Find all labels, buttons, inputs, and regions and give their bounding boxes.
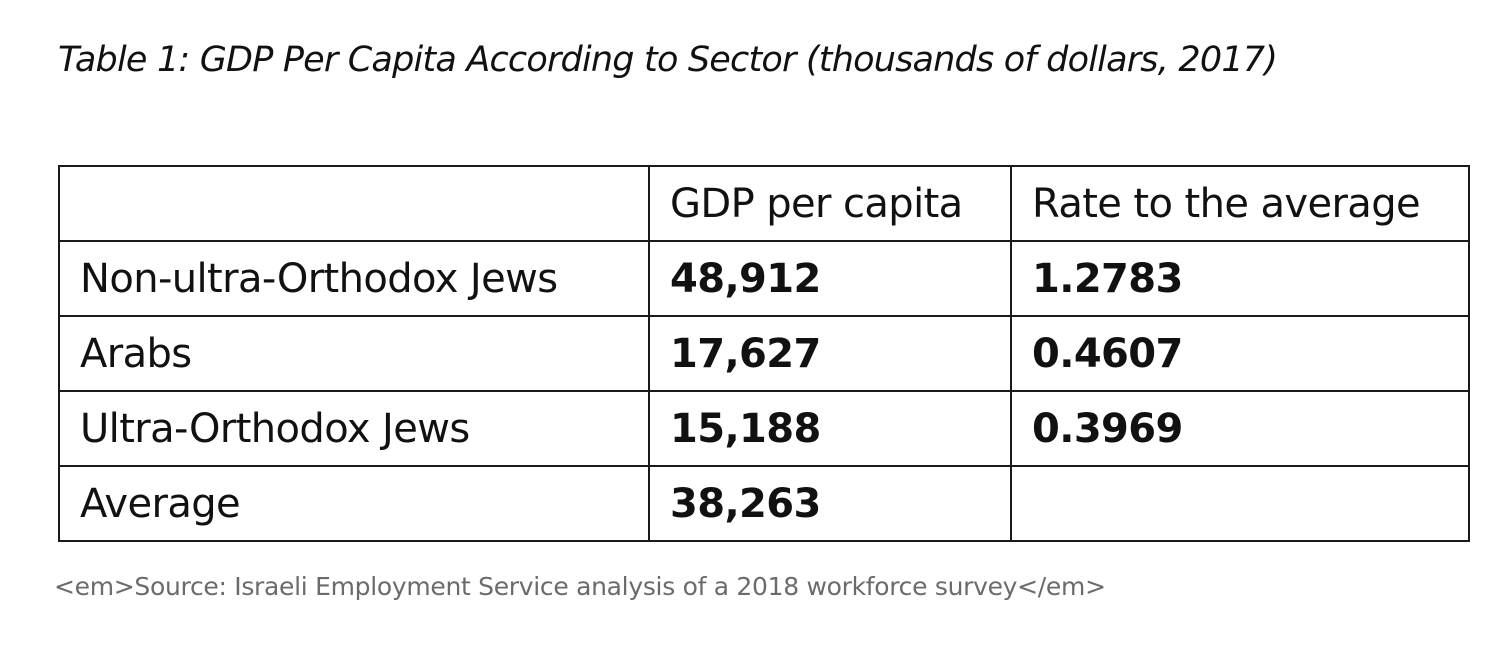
table-row: Average 38,263: [58, 465, 1470, 542]
table-row: Arabs 17,627 0.4607: [58, 315, 1470, 392]
sector-cell: Non-ultra-Orthodox Jews: [58, 240, 650, 317]
header-cell-sector: [58, 165, 650, 242]
header-cell-gdp: GDP per capita: [648, 165, 1012, 242]
source-note: <em>Source: Israeli Employment Service a…: [54, 572, 1106, 601]
sector-cell: Ultra-Orthodox Jews: [58, 390, 650, 467]
table-title: Table 1: GDP Per Capita According to Sec…: [58, 40, 1278, 80]
table-header-row: GDP per capita Rate to the average: [58, 165, 1470, 242]
gdp-cell: 38,263: [648, 465, 1012, 542]
sector-cell: Arabs: [58, 315, 650, 392]
rate-cell: [1010, 465, 1470, 542]
gdp-cell: 15,188: [648, 390, 1012, 467]
rate-cell: 0.4607: [1010, 315, 1470, 392]
table-row: Ultra-Orthodox Jews 15,188 0.3969: [58, 390, 1470, 467]
table-row: Non-ultra-Orthodox Jews 48,912 1.2783: [58, 240, 1470, 317]
header-cell-rate: Rate to the average: [1010, 165, 1470, 242]
gdp-cell: 17,627: [648, 315, 1012, 392]
rate-cell: 1.2783: [1010, 240, 1470, 317]
gdp-cell: 48,912: [648, 240, 1012, 317]
gdp-table: GDP per capita Rate to the average Non-u…: [58, 165, 1470, 542]
rate-cell: 0.3969: [1010, 390, 1470, 467]
sector-cell: Average: [58, 465, 650, 542]
